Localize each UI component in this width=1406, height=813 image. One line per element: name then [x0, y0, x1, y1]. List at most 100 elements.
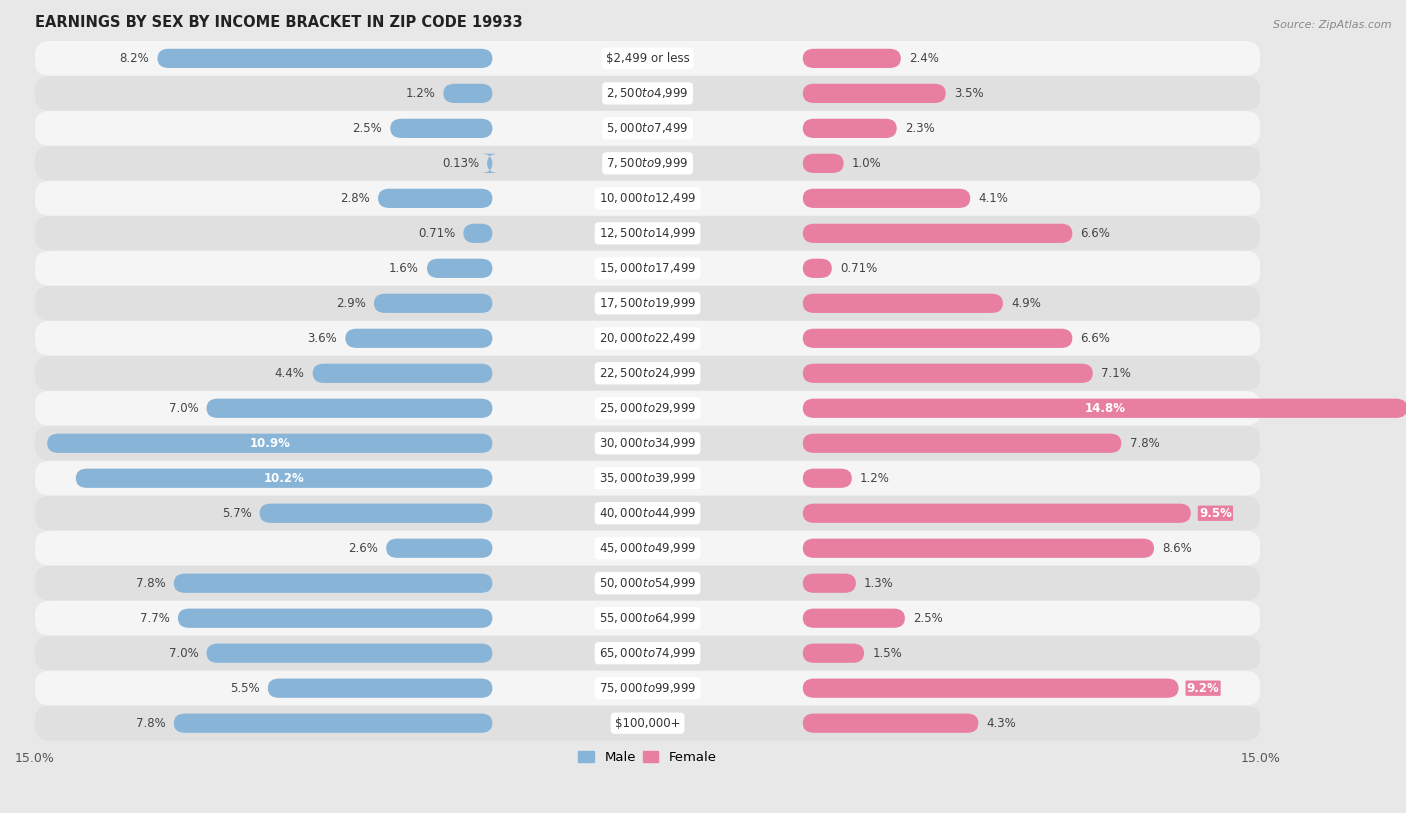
Text: 7.8%: 7.8%: [136, 576, 166, 589]
FancyBboxPatch shape: [35, 601, 1260, 636]
FancyBboxPatch shape: [346, 328, 492, 348]
FancyBboxPatch shape: [48, 433, 492, 453]
Text: Source: ZipAtlas.com: Source: ZipAtlas.com: [1274, 20, 1392, 30]
FancyBboxPatch shape: [35, 671, 1260, 706]
FancyBboxPatch shape: [207, 644, 492, 663]
FancyBboxPatch shape: [35, 566, 1260, 601]
FancyBboxPatch shape: [427, 259, 492, 278]
FancyBboxPatch shape: [481, 154, 498, 173]
Text: 7.8%: 7.8%: [1129, 437, 1160, 450]
FancyBboxPatch shape: [803, 714, 979, 733]
FancyBboxPatch shape: [443, 84, 492, 103]
Text: 3.5%: 3.5%: [953, 87, 984, 100]
FancyBboxPatch shape: [391, 119, 492, 138]
Text: 2.6%: 2.6%: [349, 541, 378, 554]
Text: EARNINGS BY SEX BY INCOME BRACKET IN ZIP CODE 19933: EARNINGS BY SEX BY INCOME BRACKET IN ZIP…: [35, 15, 523, 30]
FancyBboxPatch shape: [35, 496, 1260, 531]
FancyBboxPatch shape: [803, 679, 1178, 698]
Text: $20,000 to $22,499: $20,000 to $22,499: [599, 332, 696, 346]
Text: 2.5%: 2.5%: [912, 611, 943, 624]
Text: 0.71%: 0.71%: [839, 262, 877, 275]
Text: 4.4%: 4.4%: [274, 367, 305, 380]
Text: 7.0%: 7.0%: [169, 646, 198, 659]
FancyBboxPatch shape: [803, 363, 1092, 383]
Text: 7.7%: 7.7%: [139, 611, 170, 624]
Text: $12,500 to $14,999: $12,500 to $14,999: [599, 226, 696, 241]
FancyBboxPatch shape: [35, 41, 1260, 76]
FancyBboxPatch shape: [803, 259, 832, 278]
FancyBboxPatch shape: [35, 531, 1260, 566]
Text: $30,000 to $34,999: $30,000 to $34,999: [599, 437, 696, 450]
Text: 1.5%: 1.5%: [872, 646, 903, 659]
Text: $35,000 to $39,999: $35,000 to $39,999: [599, 472, 696, 485]
Text: 0.13%: 0.13%: [441, 157, 479, 170]
FancyBboxPatch shape: [260, 503, 492, 523]
FancyBboxPatch shape: [378, 189, 492, 208]
FancyBboxPatch shape: [803, 538, 1154, 558]
FancyBboxPatch shape: [35, 706, 1260, 741]
Text: 9.2%: 9.2%: [1187, 681, 1219, 694]
Text: $10,000 to $12,499: $10,000 to $12,499: [599, 191, 696, 206]
Text: 4.3%: 4.3%: [987, 717, 1017, 730]
Text: 6.6%: 6.6%: [1081, 332, 1111, 345]
Text: $75,000 to $99,999: $75,000 to $99,999: [599, 681, 696, 695]
Text: 7.0%: 7.0%: [169, 402, 198, 415]
FancyBboxPatch shape: [35, 356, 1260, 391]
FancyBboxPatch shape: [35, 76, 1260, 111]
Text: 2.5%: 2.5%: [353, 122, 382, 135]
Text: $45,000 to $49,999: $45,000 to $49,999: [599, 541, 696, 555]
Text: 10.9%: 10.9%: [249, 437, 290, 450]
FancyBboxPatch shape: [803, 49, 901, 68]
Text: $2,499 or less: $2,499 or less: [606, 52, 689, 65]
Text: 2.8%: 2.8%: [340, 192, 370, 205]
FancyBboxPatch shape: [803, 468, 852, 488]
FancyBboxPatch shape: [374, 293, 492, 313]
FancyBboxPatch shape: [803, 503, 1191, 523]
FancyBboxPatch shape: [174, 714, 492, 733]
Text: $100,000+: $100,000+: [614, 717, 681, 730]
FancyBboxPatch shape: [35, 286, 1260, 321]
Text: $22,500 to $24,999: $22,500 to $24,999: [599, 367, 696, 380]
FancyBboxPatch shape: [35, 391, 1260, 426]
Text: $40,000 to $44,999: $40,000 to $44,999: [599, 506, 696, 520]
Text: $25,000 to $29,999: $25,000 to $29,999: [599, 402, 696, 415]
Text: 7.1%: 7.1%: [1101, 367, 1130, 380]
FancyBboxPatch shape: [803, 293, 1002, 313]
Text: 3.6%: 3.6%: [308, 332, 337, 345]
Text: $7,500 to $9,999: $7,500 to $9,999: [606, 156, 689, 171]
Text: 2.4%: 2.4%: [910, 52, 939, 65]
Text: 14.8%: 14.8%: [1084, 402, 1126, 415]
Text: 1.0%: 1.0%: [852, 157, 882, 170]
FancyBboxPatch shape: [803, 609, 905, 628]
Legend: Male, Female: Male, Female: [572, 746, 723, 769]
FancyBboxPatch shape: [207, 398, 492, 418]
FancyBboxPatch shape: [803, 574, 856, 593]
Text: $17,500 to $19,999: $17,500 to $19,999: [599, 296, 696, 311]
FancyBboxPatch shape: [179, 609, 492, 628]
Text: 8.2%: 8.2%: [120, 52, 149, 65]
Text: 7.8%: 7.8%: [136, 717, 166, 730]
FancyBboxPatch shape: [803, 189, 970, 208]
FancyBboxPatch shape: [35, 215, 1260, 251]
Text: 4.1%: 4.1%: [979, 192, 1008, 205]
Text: $55,000 to $64,999: $55,000 to $64,999: [599, 611, 696, 625]
Text: 2.9%: 2.9%: [336, 297, 366, 310]
FancyBboxPatch shape: [464, 224, 492, 243]
FancyBboxPatch shape: [803, 433, 1122, 453]
Text: 9.5%: 9.5%: [1199, 506, 1232, 520]
FancyBboxPatch shape: [174, 574, 492, 593]
Text: 10.2%: 10.2%: [264, 472, 305, 485]
Text: $50,000 to $54,999: $50,000 to $54,999: [599, 576, 696, 590]
Text: $65,000 to $74,999: $65,000 to $74,999: [599, 646, 696, 660]
FancyBboxPatch shape: [35, 146, 1260, 180]
FancyBboxPatch shape: [803, 644, 865, 663]
FancyBboxPatch shape: [387, 538, 492, 558]
Text: 1.3%: 1.3%: [865, 576, 894, 589]
FancyBboxPatch shape: [35, 251, 1260, 286]
FancyBboxPatch shape: [312, 363, 492, 383]
FancyBboxPatch shape: [35, 111, 1260, 146]
Text: 1.2%: 1.2%: [405, 87, 436, 100]
Text: 1.2%: 1.2%: [860, 472, 890, 485]
Text: 2.3%: 2.3%: [905, 122, 935, 135]
FancyBboxPatch shape: [803, 84, 946, 103]
